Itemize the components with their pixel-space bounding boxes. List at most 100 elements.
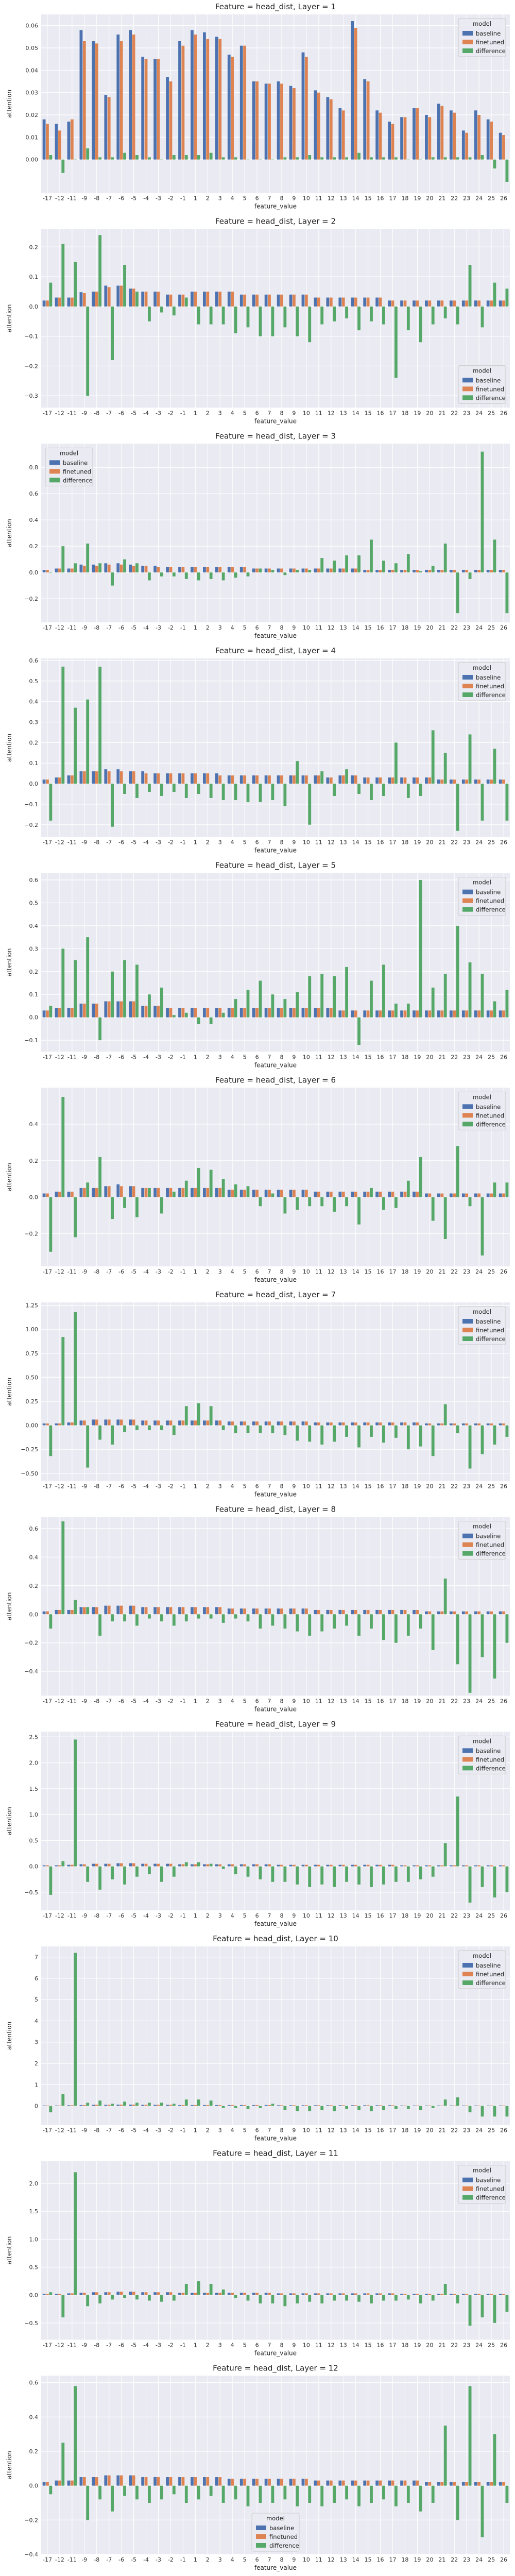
x-tick-label: -3 bbox=[156, 1268, 161, 1275]
bar-baseline-14 bbox=[351, 2480, 354, 2486]
x-tick-label: 2 bbox=[206, 624, 210, 631]
bar-baseline--12 bbox=[55, 297, 58, 307]
bar-baseline-1 bbox=[191, 567, 194, 573]
y-tick-label: 5 bbox=[35, 1996, 38, 2003]
bar-finetuned-9 bbox=[293, 1608, 296, 1615]
bar-finetuned--6 bbox=[119, 2292, 123, 2295]
x-tick-label: 24 bbox=[475, 624, 483, 631]
bar-baseline-18 bbox=[400, 1422, 403, 1426]
bar-finetuned-17 bbox=[391, 2105, 394, 2106]
bar-baseline-24 bbox=[474, 110, 477, 160]
bar-finetuned--11 bbox=[70, 297, 74, 307]
bar-difference--11 bbox=[74, 960, 77, 1018]
bar-difference-26 bbox=[505, 1182, 509, 1197]
x-tick-label: -5 bbox=[131, 1912, 136, 1919]
x-tick-label: 6 bbox=[255, 1268, 259, 1275]
x-tick-label: 25 bbox=[488, 1698, 495, 1704]
x-tick-label: 24 bbox=[475, 2342, 483, 2348]
bar-difference-5 bbox=[246, 1186, 250, 1197]
bar-finetuned-16 bbox=[379, 2480, 382, 2486]
y-axis-label: attention bbox=[6, 304, 13, 333]
bar-baseline-6 bbox=[252, 294, 255, 307]
y-tick-label: 0.0 bbox=[29, 569, 39, 576]
bar-baseline-3 bbox=[215, 2293, 218, 2295]
bar-difference--17 bbox=[49, 1197, 53, 1252]
x-tick-label: -1 bbox=[180, 1483, 186, 1490]
legend-label-baseline: baseline bbox=[476, 30, 501, 37]
bar-difference-9 bbox=[296, 2295, 299, 2303]
bar-difference-14 bbox=[357, 2485, 360, 2506]
bar-difference-16 bbox=[382, 784, 385, 796]
bar-difference-7 bbox=[271, 570, 274, 573]
legend-label-finetuned: finetuned bbox=[269, 2533, 298, 2540]
x-tick-label: 14 bbox=[352, 2127, 359, 2134]
x-tick-label: 11 bbox=[315, 624, 322, 631]
legend-swatch-difference bbox=[462, 1766, 473, 1771]
x-tick-label: 8 bbox=[280, 839, 283, 846]
bar-baseline-26 bbox=[499, 300, 502, 307]
y-tick-label: 0.5 bbox=[29, 678, 39, 685]
bar-difference-8 bbox=[283, 784, 287, 806]
bar-difference-25 bbox=[493, 1182, 496, 1197]
bar-baseline-3 bbox=[215, 37, 218, 160]
bar-difference-9 bbox=[296, 992, 299, 1018]
bar-baseline-12 bbox=[326, 777, 330, 784]
x-tick-label: 24 bbox=[475, 2127, 483, 2134]
x-tick-label: 17 bbox=[389, 2342, 397, 2348]
bar-finetuned-1 bbox=[194, 1864, 197, 1867]
bar-difference--2 bbox=[172, 155, 176, 160]
bar-finetuned--12 bbox=[58, 1008, 61, 1018]
bar-difference--12 bbox=[61, 2295, 65, 2317]
bar-difference-19 bbox=[419, 1866, 422, 1879]
bar-difference--7 bbox=[111, 1614, 114, 1622]
bar-finetuned--2 bbox=[169, 2105, 173, 2106]
bar-difference-20 bbox=[431, 1197, 435, 1221]
bar-baseline--6 bbox=[116, 1863, 120, 1867]
bar-difference-13 bbox=[345, 555, 348, 573]
bar-baseline--17 bbox=[42, 1193, 46, 1197]
bar-finetuned-20 bbox=[428, 2294, 432, 2295]
x-tick-label: -1 bbox=[180, 410, 186, 416]
chart-title: Feature = head_dist, Layer = 11 bbox=[213, 2149, 338, 2159]
bar-baseline-19 bbox=[413, 570, 416, 573]
bar-finetuned-8 bbox=[280, 2105, 283, 2106]
x-tick-label: 26 bbox=[500, 624, 507, 631]
x-tick-label: 13 bbox=[340, 1912, 347, 1919]
bar-baseline-14 bbox=[351, 775, 354, 784]
bar-finetuned--5 bbox=[132, 1001, 135, 1018]
bar-difference-23 bbox=[468, 572, 472, 579]
bar-difference-26 bbox=[505, 2485, 509, 2503]
bar-difference-23 bbox=[468, 734, 472, 784]
x-tick-label: 15 bbox=[365, 839, 372, 846]
bar-baseline--8 bbox=[92, 292, 95, 307]
x-tick-label: -11 bbox=[67, 1483, 77, 1490]
bar-difference-16 bbox=[382, 157, 385, 160]
bar-difference-11 bbox=[320, 558, 324, 573]
x-tick-label: 21 bbox=[438, 195, 445, 202]
bar-finetuned-13 bbox=[341, 568, 345, 573]
y-tick-label: 0.1 bbox=[29, 760, 39, 767]
bar-baseline-22 bbox=[449, 779, 453, 784]
legend-label-finetuned: finetuned bbox=[476, 2185, 504, 2193]
bar-finetuned-18 bbox=[403, 570, 407, 573]
bar-finetuned--5 bbox=[132, 771, 135, 784]
bar-finetuned--2 bbox=[169, 1008, 173, 1018]
bar-baseline-13 bbox=[338, 1609, 342, 1615]
bar-finetuned-11 bbox=[317, 2105, 320, 2106]
bar-finetuned-2 bbox=[206, 567, 210, 573]
y-tick-label: 0.6 bbox=[29, 1526, 39, 1532]
bar-finetuned-14 bbox=[354, 775, 357, 784]
bar-baseline-21 bbox=[437, 1611, 440, 1615]
bar-difference--17 bbox=[49, 572, 53, 573]
bar-finetuned-6 bbox=[255, 1421, 259, 1426]
bar-baseline--6 bbox=[116, 2475, 120, 2486]
x-tick-label: 1 bbox=[194, 2342, 197, 2348]
bar-baseline-10 bbox=[301, 2105, 305, 2106]
bar-baseline--9 bbox=[79, 292, 83, 307]
bar-difference--17 bbox=[49, 1006, 53, 1018]
bar-finetuned--17 bbox=[46, 2294, 49, 2295]
bar-finetuned--9 bbox=[82, 1188, 86, 1197]
bar-baseline--9 bbox=[79, 771, 83, 784]
bar-difference-18 bbox=[406, 784, 410, 798]
